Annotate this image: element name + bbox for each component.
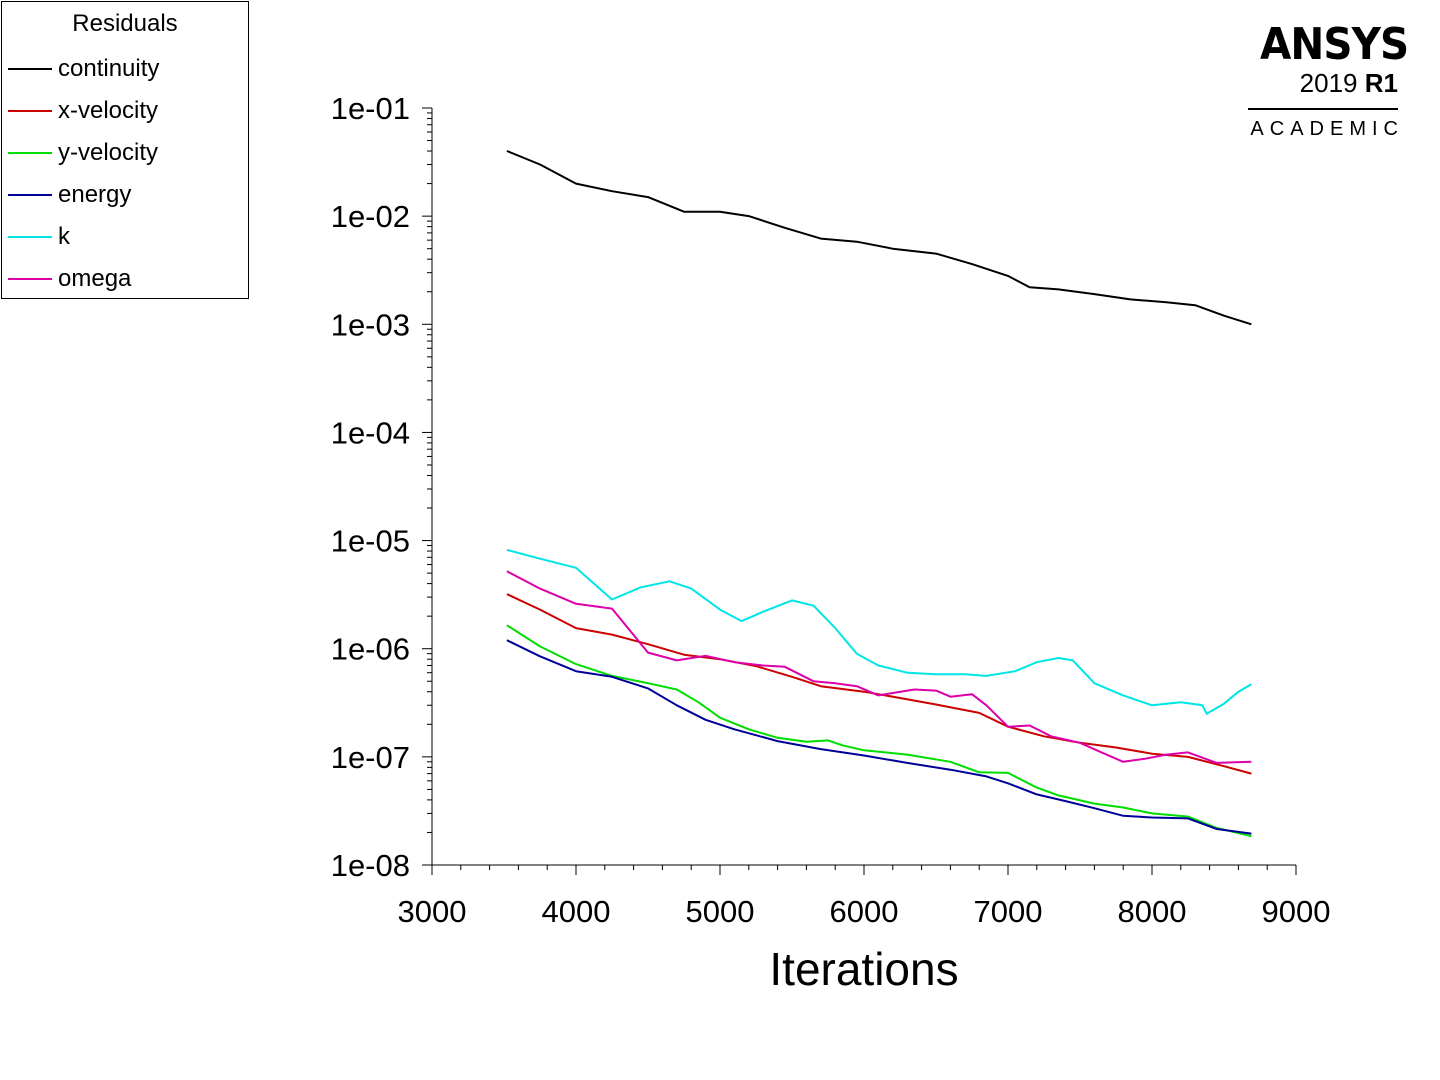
legend-swatch	[8, 278, 52, 280]
series-line-k	[506, 548, 1252, 715]
chart-series	[506, 150, 1252, 838]
legend-swatch	[8, 194, 52, 196]
chart-axes	[422, 107, 1297, 875]
legend-swatch	[8, 236, 52, 238]
y-tick-label: 1e-06	[331, 632, 410, 667]
legend-title: Residuals	[72, 10, 178, 37]
legend-label: omega	[58, 265, 132, 292]
x-tick-label: 7000	[974, 894, 1043, 929]
y-tick-label: 1e-07	[331, 740, 410, 775]
legend-item-energy: energy	[8, 180, 131, 210]
y-tick-label: 1e-01	[331, 91, 410, 126]
x-tick-label: 6000	[830, 894, 899, 929]
x-tick-label: 8000	[1118, 894, 1187, 929]
x-tick-label: 3000	[398, 894, 467, 929]
x-tick-label: 4000	[542, 894, 611, 929]
y-tick-label: 1e-02	[331, 199, 410, 234]
ansys-logo: ANSYS 2019 R1 ACADEMIC	[1248, 19, 1409, 140]
legend-item-x-velocity: x-velocity	[8, 96, 158, 126]
legend-item-omega: omega	[8, 264, 131, 294]
legend-label: k	[58, 223, 70, 250]
logo-version: 2019 R1	[1248, 68, 1398, 98]
y-tick-label: 1e-04	[331, 415, 410, 450]
legend: Residuals continuity x-velocity y-veloci…	[1, 1, 249, 299]
logo-divider	[1248, 108, 1398, 110]
y-tick-label: 1e-03	[331, 307, 410, 342]
legend-swatch	[8, 68, 52, 70]
legend-swatch	[8, 110, 52, 112]
x-axis-label: Iterations	[769, 943, 958, 995]
logo-edition: ACADEMIC	[1250, 118, 1404, 140]
series-line-x-velocity	[506, 593, 1252, 775]
legend-label: y-velocity	[58, 139, 159, 166]
x-tick-label: 5000	[686, 894, 755, 929]
y-tick-label: 1e-08	[331, 848, 410, 883]
chart-labels: 1e-01 1e-02 1e-03 1e-04 1e-05 1e-06 1e-07 1e-08…	[331, 91, 1331, 995]
legend-item-continuity: continuity	[8, 54, 159, 84]
legend-item-k: k	[8, 222, 70, 252]
logo-version-year: 2019	[1299, 68, 1358, 98]
series-line-omega	[506, 570, 1252, 764]
logo-name: ANSYS	[1260, 19, 1409, 70]
series-line-y-velocity	[506, 624, 1252, 838]
y-tick-label: 1e-05	[331, 524, 410, 559]
legend-label: x-velocity	[58, 97, 159, 124]
series-line-continuity	[506, 150, 1252, 326]
legend-swatch	[8, 152, 52, 154]
series-line-energy	[506, 639, 1252, 835]
legend-item-y-velocity: y-velocity	[8, 138, 158, 168]
x-tick-label: 9000	[1262, 894, 1331, 929]
legend-label: energy	[58, 181, 132, 208]
legend-label: continuity	[58, 55, 160, 82]
logo-version-release: R1	[1364, 68, 1398, 98]
